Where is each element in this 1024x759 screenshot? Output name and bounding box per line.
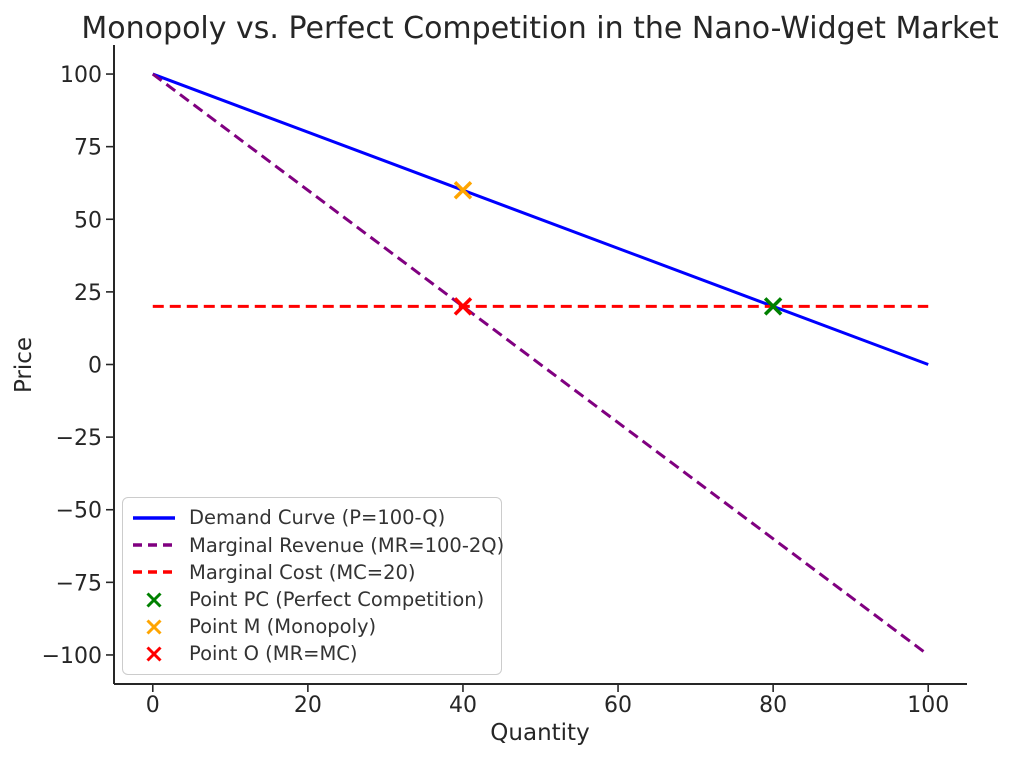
legend: Demand Curve (P=100-Q) Marginal Revenue (… [122, 497, 504, 675]
legend-item-demand-curve: Demand Curve (P=100-Q) [131, 505, 493, 531]
y-tick-label: 75 [74, 136, 102, 161]
x-tick-label: 60 [604, 693, 632, 718]
legend-item-marginal-revenue: Marginal Revenue (MR=100-2Q) [131, 532, 504, 558]
legend-label: Point PC (Perfect Competition) [189, 587, 485, 611]
y-tick-label: 100 [60, 63, 102, 88]
legend-item-point-o: Point O (MR=MC) [131, 641, 493, 667]
y-tick-label: −50 [56, 499, 102, 524]
y-tick-label: −100 [42, 644, 102, 669]
legend-sample-point-m-x-marker-icon [146, 619, 162, 635]
marginal-revenue-line [151, 72, 930, 657]
point-m-marker [453, 180, 473, 200]
legend-label: Marginal Revenue (MR=100-2Q) [189, 533, 505, 557]
legend-item-point-pc: Point PC (Perfect Competition) [131, 587, 493, 613]
legend-sample-marginal-revenue-line [133, 543, 175, 548]
legend-sample-point-pc-x-marker-icon [146, 592, 162, 608]
x-tick-label: 0 [146, 693, 160, 718]
y-axis-ticks: 100 75 50 25 0 −25 −50 −75 −100 [42, 63, 114, 669]
legend-marker-sample [146, 619, 162, 635]
x-tick-label: 20 [294, 693, 322, 718]
y-tick-label: −75 [56, 571, 102, 596]
legend-label: Point M (Monopoly) [189, 614, 377, 638]
y-axis-label: Price [11, 337, 37, 393]
legend-sample-demand-curve-line [133, 516, 175, 520]
demand-curve-line [152, 72, 929, 366]
legend-label: Marginal Cost (MC=20) [189, 560, 416, 584]
y-tick-label: 25 [74, 281, 102, 306]
y-tick-label: 50 [74, 208, 102, 233]
y-tick-label: −25 [56, 426, 102, 451]
point-o-marker [453, 297, 473, 316]
y-tick-label: 0 [88, 354, 102, 379]
legend-marker-sample [146, 646, 162, 662]
legend-sample-marginal-cost-line [133, 570, 175, 575]
x-axis-label: Quantity [490, 720, 589, 746]
x-tick-label: 40 [449, 693, 477, 718]
legend-label: Point O (MR=MC) [189, 642, 358, 666]
x-tick-label: 80 [759, 693, 787, 718]
legend-sample-point-o-x-marker-icon [146, 646, 162, 662]
x-tick-label: 100 [907, 693, 949, 718]
legend-item-point-m: Point M (Monopoly) [131, 614, 493, 640]
legend-item-marginal-cost: Marginal Cost (MC=20) [131, 559, 493, 585]
legend-marker-sample [146, 592, 162, 608]
plot-series [151, 72, 930, 657]
legend-label: Demand Curve (P=100-Q) [189, 506, 446, 530]
point-pc-marker [763, 297, 783, 316]
chart-title: Monopoly vs. Perfect Competition in the … [81, 11, 998, 46]
x-axis-ticks: 0 20 40 60 80 100 [146, 684, 949, 718]
